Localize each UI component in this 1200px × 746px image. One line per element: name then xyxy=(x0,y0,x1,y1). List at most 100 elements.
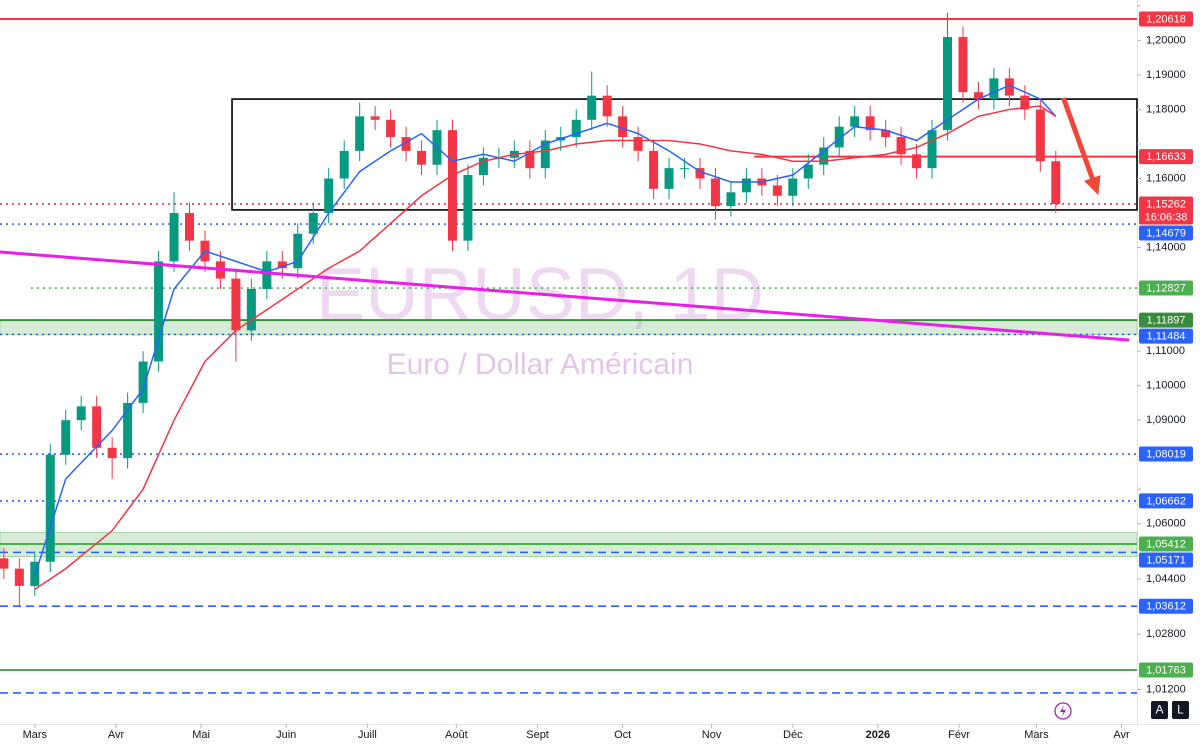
price-label: 1,16633 xyxy=(1146,151,1186,163)
price-label: 1,05171 xyxy=(1146,554,1186,566)
candle-body xyxy=(834,126,844,148)
candle-body xyxy=(772,185,782,196)
candle-body xyxy=(1051,161,1061,205)
candle-body xyxy=(912,154,922,169)
candle-body xyxy=(463,175,473,241)
candle-body xyxy=(401,137,411,151)
price-label-box xyxy=(1139,446,1193,462)
candle-body xyxy=(1020,95,1030,110)
price-label-box xyxy=(1139,149,1193,165)
y-tick-label: 1,06000 xyxy=(1146,518,1186,530)
candle-body xyxy=(339,150,349,179)
x-tick-label: Oct xyxy=(614,729,631,741)
candle-body xyxy=(370,116,380,120)
y-tick-label: 1,18000 xyxy=(1146,103,1186,115)
candle-body xyxy=(540,140,550,169)
auto-button[interactable] xyxy=(1151,701,1168,719)
x-tick-label: Nov xyxy=(702,729,722,741)
candle-body xyxy=(881,130,891,138)
candle-body xyxy=(664,168,674,189)
candle-body xyxy=(633,137,643,151)
price-label: 1,01763 xyxy=(1146,664,1186,676)
y-tick-label: 1,14000 xyxy=(1146,241,1186,253)
price-label-box xyxy=(1139,328,1193,344)
y-tick-label: 1,20000 xyxy=(1146,34,1186,46)
candle-body xyxy=(973,92,983,100)
x-tick-label: Mai xyxy=(192,729,210,741)
price-label-box xyxy=(1139,225,1193,241)
x-tick-label: Août xyxy=(445,729,468,741)
candle-body xyxy=(277,261,287,269)
candle-body xyxy=(417,150,427,165)
arrow-head xyxy=(1084,175,1101,196)
x-tick-label: Sept xyxy=(526,729,549,741)
price-label-box xyxy=(1139,11,1193,27)
price-label: 1,15262 xyxy=(1146,198,1186,210)
candle-body xyxy=(958,36,968,93)
y-tick-label: 1,10000 xyxy=(1146,380,1186,392)
candle-body xyxy=(447,130,457,241)
price-label-box xyxy=(1139,312,1193,328)
candle-body xyxy=(710,178,720,207)
price-label: 1,06662 xyxy=(1146,495,1186,507)
candle-body xyxy=(123,402,133,459)
alert-icon[interactable] xyxy=(1054,702,1072,720)
price-label: 1,12827 xyxy=(1146,282,1186,294)
candle-body xyxy=(185,213,194,241)
y-tick-label: 1,02800 xyxy=(1146,628,1186,640)
x-tick-label: Déc xyxy=(783,729,803,741)
candle-body xyxy=(680,168,690,170)
x-tick-label: Avr xyxy=(108,729,125,741)
candle-body xyxy=(649,150,659,189)
auto-label: A xyxy=(1155,703,1163,717)
candle-body xyxy=(107,447,117,459)
candle-body xyxy=(896,137,906,155)
candle-body xyxy=(819,147,829,165)
candle-body xyxy=(850,116,860,127)
candle-body xyxy=(308,213,318,234)
candle-body xyxy=(386,119,396,138)
candle-body xyxy=(943,36,952,131)
candle-body xyxy=(154,261,164,362)
candle-body xyxy=(525,150,535,169)
candle-body xyxy=(788,178,798,196)
candle-body xyxy=(138,361,148,403)
price-label: 1,05412 xyxy=(1146,538,1186,550)
candle-body xyxy=(293,233,303,269)
price-label: 1,11897 xyxy=(1147,315,1186,327)
price-label-box xyxy=(1139,536,1193,552)
candle-body xyxy=(246,288,256,331)
log-label: L xyxy=(1177,703,1184,717)
price-label-box xyxy=(1139,280,1193,296)
candle-body xyxy=(324,178,334,214)
y-tick-label: 1,09000 xyxy=(1146,414,1186,426)
candle-body xyxy=(865,116,875,131)
candle-body xyxy=(45,454,55,562)
moving-average xyxy=(34,105,1057,590)
price-label: 1,11484 xyxy=(1147,331,1186,343)
x-tick-label: Juill xyxy=(358,729,377,741)
price-label: 1,08019 xyxy=(1146,448,1186,460)
log-button[interactable] xyxy=(1172,701,1189,719)
price-label-box xyxy=(1139,662,1193,678)
price-label-box xyxy=(1139,196,1193,225)
candle-body xyxy=(602,95,612,117)
candle-body xyxy=(1004,78,1014,96)
candle-body xyxy=(927,130,937,169)
candle-body xyxy=(14,568,24,586)
candle-body xyxy=(0,558,9,569)
candle-body xyxy=(478,157,488,176)
alert-bolt xyxy=(1060,705,1066,717)
price-label: 1,14679 xyxy=(1146,227,1186,239)
arrow-shaft xyxy=(1061,97,1098,187)
candle-body xyxy=(989,78,999,100)
x-tick-label: Mars xyxy=(1024,729,1049,741)
candle-body xyxy=(76,406,86,421)
candle-body xyxy=(695,168,705,179)
candle-body xyxy=(803,164,813,179)
x-tick-label: 2026 xyxy=(866,729,890,741)
price-label-box xyxy=(1139,598,1193,614)
candle-body xyxy=(726,192,736,207)
